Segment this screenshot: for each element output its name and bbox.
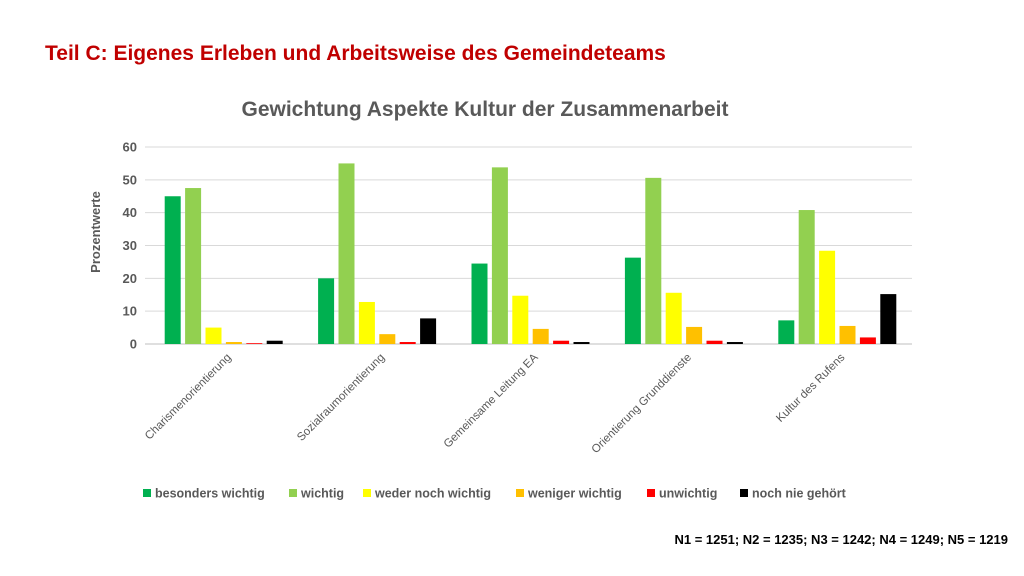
bar [399,342,416,344]
bar [553,340,570,344]
bar [839,325,856,344]
y-tick-label: 60 [123,140,137,155]
sample-size-note: N1 = 1251; N2 = 1235; N3 = 1242; N4 = 12… [674,532,1008,547]
x-category-label: Gemeinsame Leitung EA [442,351,541,450]
y-tick-label: 50 [123,172,137,187]
bar [573,342,590,344]
bar [686,326,703,344]
legend-label: wichtig [300,487,344,501]
bar [379,334,396,344]
bar [532,328,549,344]
slide-heading: Teil C: Eigenes Erleben und Arbeitsweise… [45,42,666,65]
bar [819,250,836,344]
bars [164,163,897,344]
x-category-label: Kultur des Rufens [774,351,847,424]
legend-swatch [647,489,655,497]
legend-swatch [740,489,748,497]
bar [778,320,795,344]
y-tick-label: 20 [123,271,137,286]
bar [645,177,662,344]
legend-label: besonders wichtig [155,487,265,501]
bar [491,167,508,344]
bar [665,292,682,344]
bar [358,301,375,344]
bar [205,327,222,344]
legend-swatch [363,489,371,497]
legend: besonders wichtig wichtig weder noch wicht… [143,487,847,501]
bar [512,295,529,344]
x-category-label: Sozialraumorientierung [295,352,387,444]
y-axis-label: Prozentwerte [88,191,103,273]
bar [880,294,897,344]
y-tick-label: 30 [123,238,137,253]
bar [726,342,743,344]
bar [225,342,242,344]
gridlines [145,146,912,345]
bar [318,278,335,344]
bar [798,210,815,344]
x-category-label: Charismenorientierung [143,352,234,443]
y-tick-label: 10 [123,304,137,319]
y-tick-label: 40 [123,205,137,220]
bar [624,257,641,344]
bar [266,340,283,344]
bar [338,163,355,344]
bar [706,340,723,344]
chart-title: Gewichtung Aspekte Kultur der Zusammenar… [241,98,729,121]
legend-label: unwichtig [659,487,717,501]
legend-swatch [516,489,524,497]
legend-label: weder noch wichtig [374,487,491,501]
bar [246,343,263,344]
bar [420,318,437,344]
bar [185,188,202,344]
category-labels: Charismenorientierung Sozialraumorientier… [143,351,848,456]
legend-swatch [289,489,297,497]
y-axis-ticks: 0 10 20 30 40 50 60 [123,140,137,352]
legend-label: weniger wichtig [527,487,622,501]
x-category-label: Orientierung Grunddienste [590,352,694,456]
y-tick-label: 0 [130,337,137,352]
bar [164,196,181,344]
legend-swatch [143,489,151,497]
legend-label: noch nie gehört [752,487,847,501]
bar [471,263,488,344]
bar [859,337,876,344]
